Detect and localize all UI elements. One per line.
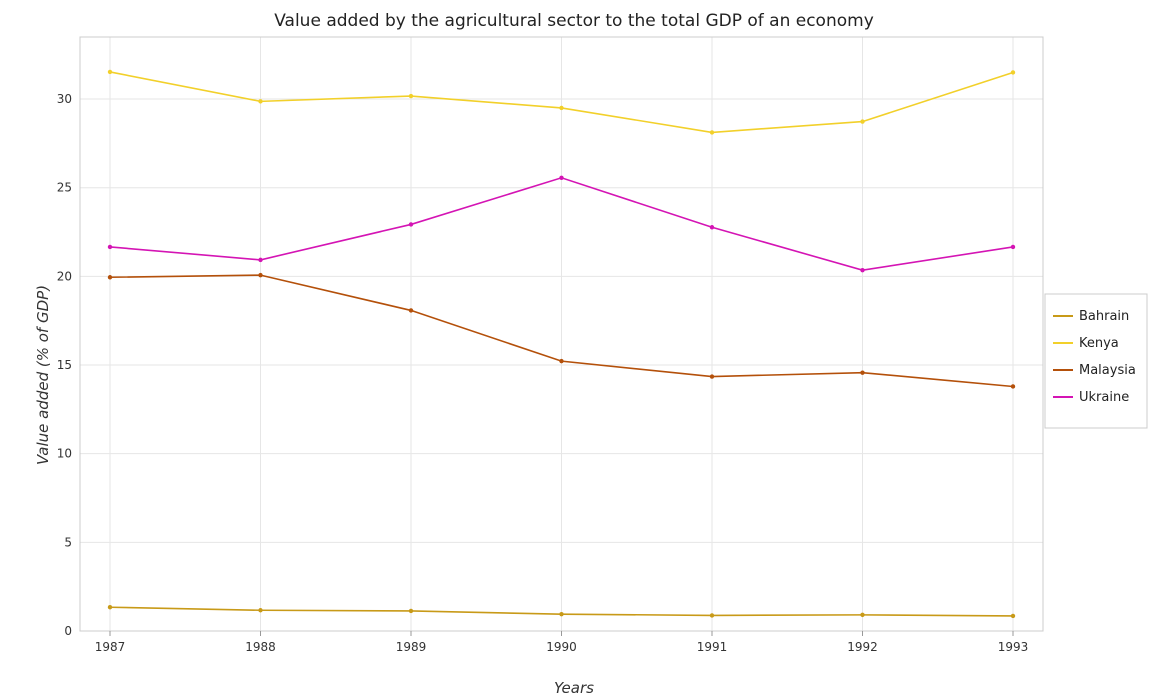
tick-layer: 0 5 10 15 20 25 30 1987 1988 1989 1990 1991 1992 1993 — [57, 92, 1029, 654]
data-point — [860, 267, 865, 273]
series-ukraine — [107, 175, 1016, 273]
legend-entry: Malaysia — [1079, 363, 1136, 378]
x-tick-label: 1988 — [245, 640, 276, 654]
data-point — [107, 605, 113, 610]
x-tick-label: 1990 — [546, 640, 577, 654]
data-point — [258, 257, 263, 263]
data-point — [860, 370, 865, 375]
y-tick-label: 10 — [57, 447, 72, 461]
y-tick-label: 5 — [64, 535, 72, 549]
data-point — [107, 275, 113, 280]
x-tick-label: 1993 — [998, 640, 1029, 654]
data-point — [860, 119, 865, 124]
data-point — [408, 308, 414, 313]
data-point — [709, 374, 715, 379]
data-point — [408, 222, 414, 227]
x-tick-label: 1987 — [95, 640, 126, 654]
y-tick-label: 20 — [57, 269, 72, 283]
data-point — [860, 612, 865, 618]
data-point — [709, 130, 715, 135]
y-tick-label: 30 — [57, 92, 72, 106]
legend-entry: Bahrain — [1079, 309, 1129, 324]
y-axis-label: Value added (% of GDP) — [34, 285, 52, 465]
legend: Bahrain Kenya Malaysia Ukraine — [1044, 293, 1148, 429]
data-point — [559, 175, 564, 180]
data-point — [1010, 613, 1016, 619]
chart-title: Value added by the agricultural sector t… — [274, 11, 874, 31]
y-tick-label: 25 — [57, 181, 72, 195]
y-tick-label: 0 — [64, 624, 72, 638]
series-layer — [107, 69, 1016, 619]
data-point — [1010, 70, 1016, 75]
grid-layer — [80, 37, 1043, 632]
x-tick-label: 1989 — [396, 640, 427, 654]
data-point — [709, 613, 715, 618]
x-tick-label: 1992 — [847, 640, 878, 654]
data-point — [107, 69, 113, 75]
legend-entry: Kenya — [1079, 336, 1119, 351]
data-point — [709, 225, 715, 230]
data-point — [258, 99, 263, 104]
data-point — [107, 244, 113, 250]
x-axis-label: Years — [554, 679, 594, 697]
data-point — [408, 608, 414, 614]
series-bahrain — [107, 605, 1016, 619]
data-point — [408, 93, 414, 99]
series-malaysia — [107, 272, 1016, 389]
data-point — [559, 105, 564, 111]
legend-entry: Ukraine — [1079, 390, 1129, 405]
data-point — [1010, 244, 1016, 250]
data-point — [258, 272, 263, 278]
data-point — [258, 608, 263, 613]
x-tick-label: 1991 — [697, 640, 728, 654]
data-point — [559, 358, 564, 364]
data-point — [1010, 384, 1016, 389]
series-kenya — [107, 69, 1016, 135]
y-tick-label: 15 — [57, 358, 72, 372]
data-point — [559, 611, 564, 617]
